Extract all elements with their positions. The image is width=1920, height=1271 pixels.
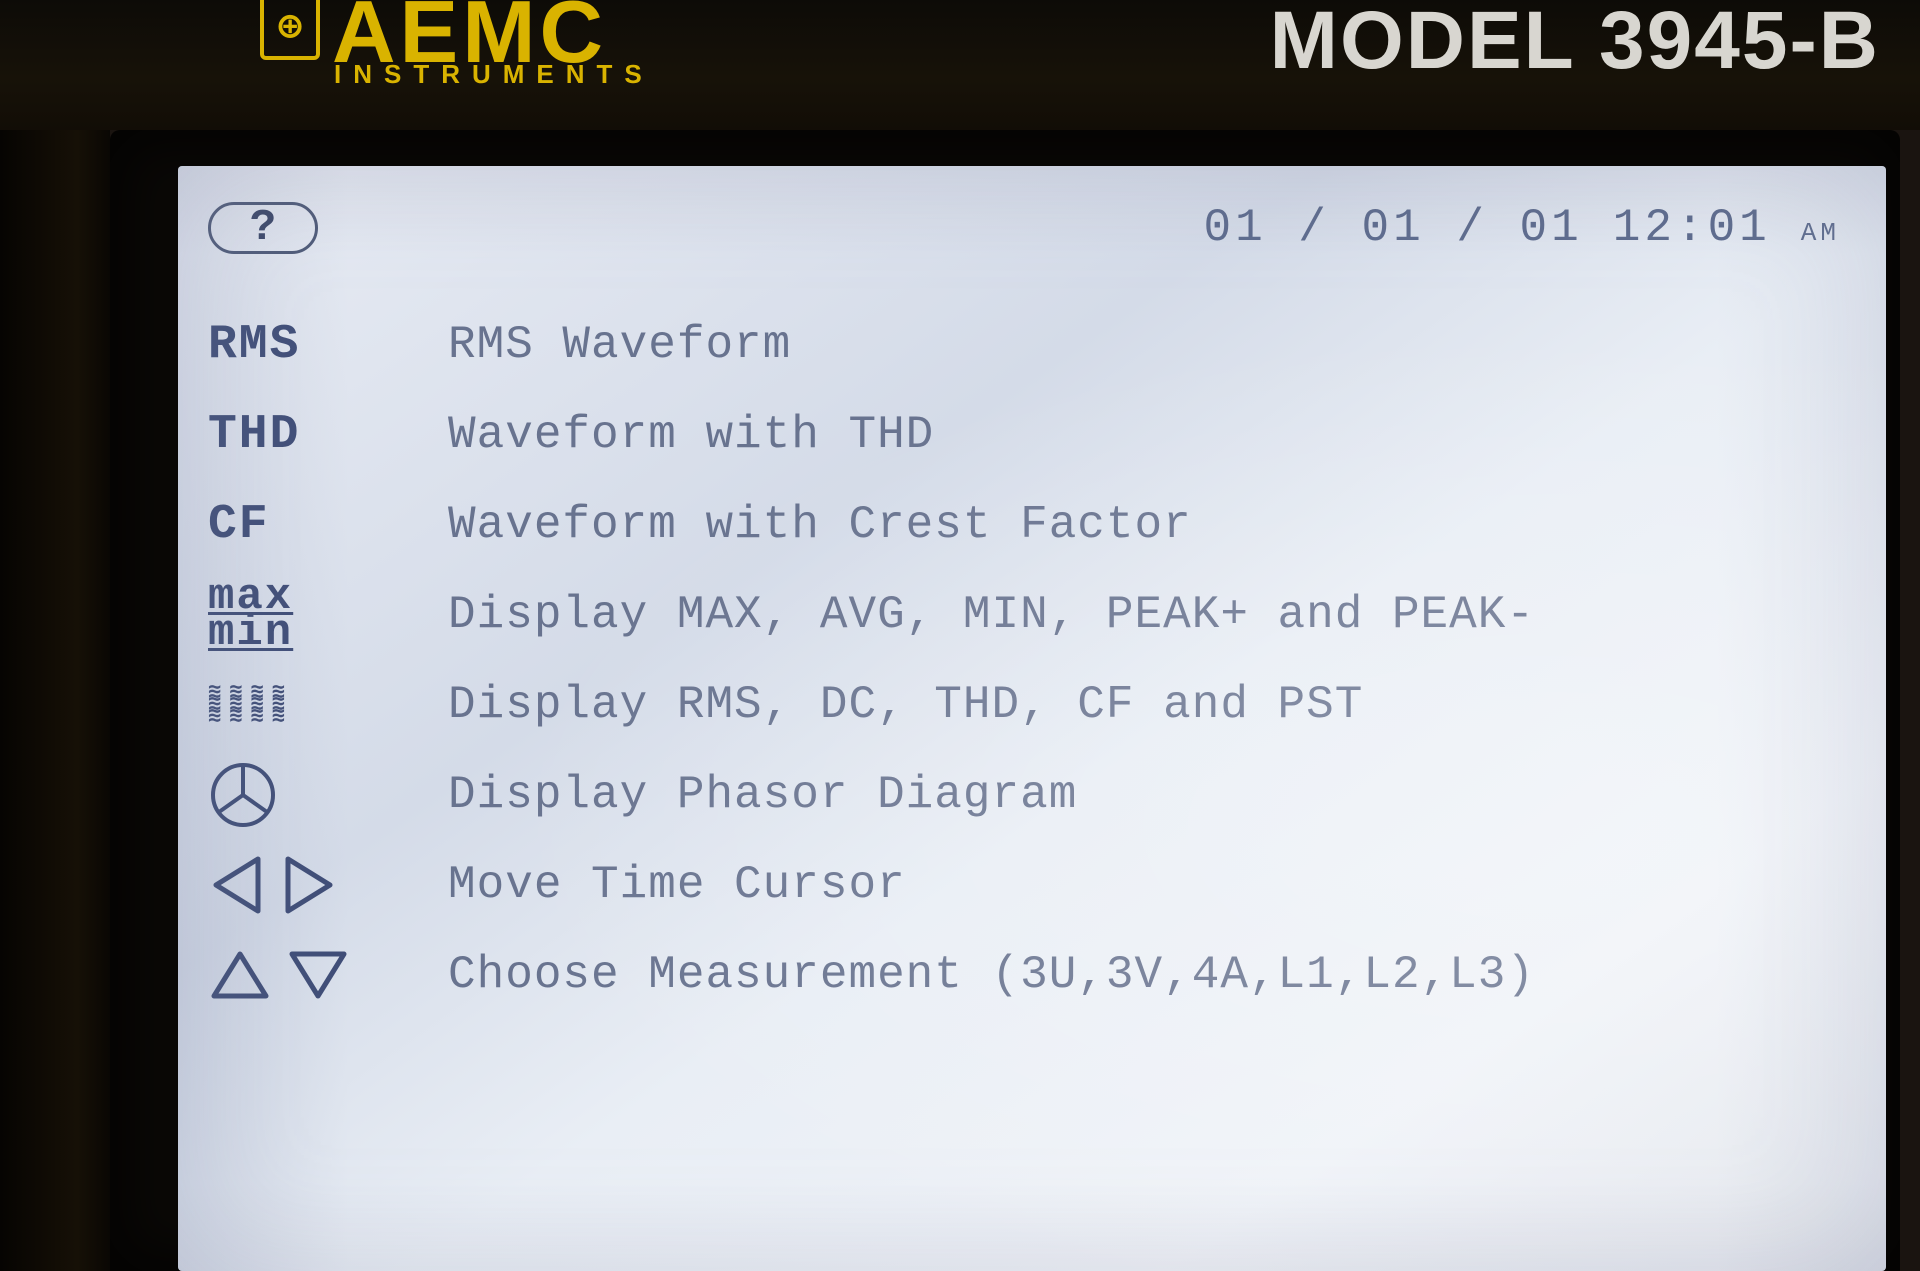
- bezel-left-edge: [0, 130, 110, 1271]
- help-key-maxmin: max min: [208, 579, 428, 651]
- help-desc-lr: Move Time Cursor: [448, 859, 906, 911]
- screen-frame: ? 01 / 01 / 01 12:01 AM RMS RMS Waveform…: [110, 130, 1900, 1271]
- maxmin-bot: min: [208, 615, 293, 651]
- time-value: 12:01: [1613, 202, 1771, 254]
- help-list: RMS RMS Waveform THD Waveform with THD C…: [208, 300, 1840, 1020]
- summary-wave-icon: ≋≋≋ ≋≋≋ ≋≋≋ ≋≋≋: [208, 687, 287, 723]
- help-key-rms: RMS: [208, 318, 428, 372]
- help-key-thd: THD: [208, 408, 428, 462]
- help-row-lr: Move Time Cursor: [208, 840, 1840, 930]
- up-arrow-icon: [208, 946, 272, 1004]
- right-arrow-icon: [280, 853, 338, 917]
- brand-name: AEMC: [332, 0, 607, 63]
- ampm-value: AM: [1801, 218, 1840, 248]
- help-key-lr-icon: [208, 853, 428, 917]
- help-row-maxmin: max min Display MAX, AVG, MIN, PEAK+ and…: [208, 570, 1840, 660]
- brand-subtitle: INSTRUMENTS: [334, 59, 654, 90]
- help-row-phasor: Display Phasor Diagram: [208, 750, 1840, 840]
- help-key-summary-icon: ≋≋≋ ≋≋≋ ≋≋≋ ≋≋≋: [208, 687, 428, 723]
- brand-badge-icon: ⊕: [260, 0, 320, 60]
- help-desc-rms: RMS Waveform: [448, 319, 791, 371]
- datetime-display: 01 / 01 / 01 12:01 AM: [1203, 202, 1840, 254]
- help-desc-cf: Waveform with Crest Factor: [448, 499, 1192, 551]
- left-arrow-icon: [208, 853, 266, 917]
- help-desc-phasor: Display Phasor Diagram: [448, 769, 1077, 821]
- help-row-thd: THD Waveform with THD: [208, 390, 1840, 480]
- model-label: MODEL 3945-B: [1270, 0, 1880, 82]
- help-row-ud: Choose Measurement (3U,3V,4A,L1,L2,L3): [208, 930, 1840, 1020]
- brand-logo: ⊕ AEMC INSTRUMENTS: [260, 0, 654, 90]
- help-row-cf: CF Waveform with Crest Factor: [208, 480, 1840, 570]
- help-row-rms: RMS RMS Waveform: [208, 300, 1840, 390]
- help-desc-summary: Display RMS, DC, THD, CF and PST: [448, 679, 1363, 731]
- help-icon[interactable]: ?: [208, 202, 318, 254]
- lcd-header: ? 01 / 01 / 01 12:01 AM: [208, 196, 1840, 260]
- help-key-ud-icon: [208, 946, 428, 1004]
- help-desc-maxmin: Display MAX, AVG, MIN, PEAK+ and PEAK-: [448, 589, 1535, 641]
- help-desc-ud: Choose Measurement (3U,3V,4A,L1,L2,L3): [448, 949, 1535, 1001]
- lcd-screen: ? 01 / 01 / 01 12:01 AM RMS RMS Waveform…: [178, 166, 1886, 1271]
- help-key-phasor-icon: [208, 760, 428, 830]
- help-key-cf: CF: [208, 498, 428, 552]
- help-desc-thd: Waveform with THD: [448, 409, 934, 461]
- down-arrow-icon: [286, 946, 350, 1004]
- device-bezel-top: ⊕ AEMC INSTRUMENTS MODEL 3945-B: [0, 0, 1920, 130]
- phasor-icon: [208, 760, 278, 830]
- help-row-summary: ≋≋≋ ≋≋≋ ≋≋≋ ≋≋≋ Display RMS, DC, THD, CF…: [208, 660, 1840, 750]
- date-value: 01 / 01 / 01: [1203, 202, 1582, 254]
